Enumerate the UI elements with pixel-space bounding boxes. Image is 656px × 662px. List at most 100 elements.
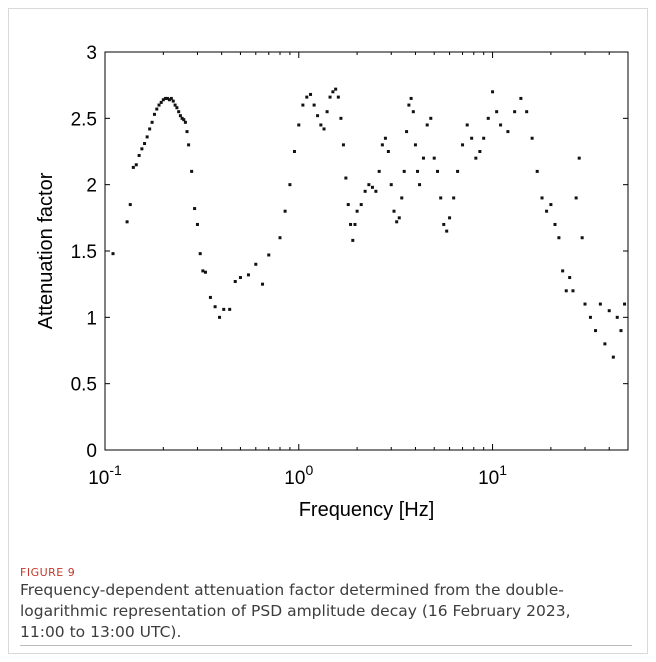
data-point [203, 270, 207, 274]
data-point [346, 203, 350, 207]
data-point [288, 183, 292, 187]
data-point [278, 236, 282, 240]
data-point [402, 169, 406, 173]
data-point [261, 282, 265, 286]
data-point [182, 118, 186, 122]
data-point [359, 203, 363, 207]
data-point [395, 220, 399, 224]
y-tick-label: 0.5 [71, 375, 97, 396]
data-point [339, 116, 343, 120]
data-point [461, 143, 465, 147]
data-point [445, 229, 449, 233]
data-point [134, 163, 138, 167]
data-point [325, 110, 329, 114]
data-point [499, 123, 503, 127]
data-point [319, 123, 323, 127]
figure-frame [8, 8, 648, 654]
data-point [611, 355, 615, 359]
data-point [400, 196, 404, 200]
data-point [429, 116, 433, 120]
data-point [331, 90, 335, 94]
data-point [506, 130, 510, 134]
data-point [316, 114, 320, 118]
data-point [377, 169, 381, 173]
data-point [470, 136, 474, 140]
data-point [267, 253, 271, 257]
data-point [213, 305, 217, 309]
data-point [254, 262, 258, 266]
data-point [178, 114, 182, 118]
data-point [577, 156, 581, 160]
data-point [185, 130, 189, 134]
data-point [161, 98, 165, 102]
data-point [283, 209, 287, 213]
data-point [193, 207, 197, 211]
data-point [145, 135, 149, 139]
data-point [574, 196, 578, 200]
figure-caption: Frequency-dependent attenuation factor d… [20, 581, 571, 641]
data-point [495, 110, 499, 114]
data-point [167, 98, 171, 102]
data-point [452, 196, 456, 200]
data-point [549, 203, 553, 207]
data-point [456, 169, 460, 173]
data-point [341, 143, 345, 147]
data-point [292, 150, 296, 153]
data-point [370, 185, 374, 189]
data-point [615, 315, 619, 319]
data-point [519, 96, 523, 100]
data-point [409, 96, 413, 100]
data-point [336, 95, 340, 99]
x-tick-label: 100 [284, 462, 313, 489]
y-tick-label: 0 [86, 441, 97, 462]
data-point [152, 112, 156, 116]
data-point [619, 329, 623, 333]
data-point [305, 95, 309, 99]
data-point [561, 269, 565, 273]
data-point [482, 136, 486, 140]
data-point [125, 220, 129, 224]
data-point [328, 95, 332, 99]
data-point [425, 123, 429, 127]
data-point [218, 315, 222, 319]
data-point [301, 103, 305, 107]
data-point [322, 127, 326, 131]
data-point [392, 209, 396, 213]
data-point [545, 209, 549, 213]
data-point [150, 120, 154, 124]
data-point [580, 236, 584, 240]
data-point [525, 110, 529, 114]
data-point [128, 203, 132, 207]
axis-ticks: 0 0.5 1 1.5 2 2.5 3 10-1 100 101 [71, 43, 629, 489]
data-point [344, 176, 348, 180]
data-point [312, 103, 316, 107]
data-point [411, 110, 415, 114]
data-point [607, 309, 611, 313]
data-point [187, 143, 191, 147]
data-point [111, 252, 115, 256]
x-axis-label: Frequency [Hz] [299, 499, 435, 521]
data-point [159, 100, 163, 104]
data-point [190, 169, 194, 173]
data-point [413, 143, 417, 147]
data-point [598, 302, 602, 306]
x-tick-label: 10-1 [88, 462, 122, 489]
data-point [389, 183, 393, 187]
axes-box [104, 51, 629, 451]
y-tick-label: 3 [86, 43, 97, 64]
x-tick-label: 101 [478, 462, 507, 489]
data-point [246, 273, 250, 277]
data-point [208, 295, 212, 299]
caption-divider [20, 645, 632, 646]
data-point [421, 156, 425, 160]
data-point [157, 103, 161, 107]
data-point [195, 222, 199, 226]
data-point [513, 110, 517, 114]
data-point [571, 289, 575, 293]
data-point [623, 302, 627, 306]
data-point [238, 276, 242, 280]
y-tick-label: 2.5 [71, 109, 97, 130]
data-point [297, 123, 301, 127]
data-point [588, 315, 592, 319]
data-point [309, 92, 313, 96]
